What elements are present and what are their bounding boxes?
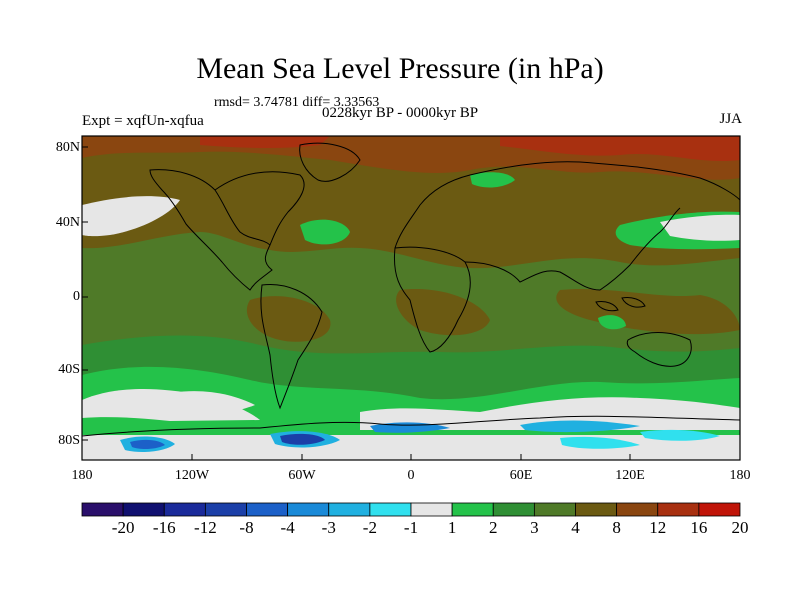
colorbar-swatch xyxy=(163,502,206,517)
stats-text: rmsd= 3.74781 diff= 3.33563 xyxy=(214,95,380,110)
colorbar-swatch xyxy=(369,502,412,517)
colorbar-swatch xyxy=(657,502,700,517)
field-south-white-2 xyxy=(360,397,740,430)
field-south-cyan-2 xyxy=(520,420,640,433)
coast-asia-south xyxy=(464,207,681,291)
y-tick-label: 0 xyxy=(73,289,80,304)
experiment-label: Expt = xqfUn-xqfua xyxy=(82,113,204,129)
colorbar-swatch xyxy=(698,502,741,517)
colorbar-label: 2 xyxy=(489,518,498,537)
period-text: 0228kyr BP - 0000kyr BP xyxy=(322,105,479,121)
coast-africa xyxy=(393,246,471,353)
field-arctic-green xyxy=(470,172,515,188)
colorbar-label: 1 xyxy=(447,518,457,537)
field-ross-blue xyxy=(130,439,165,450)
field-nw-pacific-white xyxy=(660,214,740,241)
colorbar-label: 12 xyxy=(649,518,667,537)
colorbar-label: -8 xyxy=(239,518,254,537)
x-tick-label: 0 xyxy=(407,468,415,483)
y-tick-label: 40S xyxy=(58,362,80,377)
field-south-cyan-4 xyxy=(560,436,640,449)
colorbar-label: 8 xyxy=(612,518,621,537)
field-spac-white xyxy=(150,391,255,416)
coast-canada-east xyxy=(214,171,305,246)
x-tick-label: 180 xyxy=(729,468,751,483)
axis-ticks xyxy=(81,146,741,460)
y-tick-label: 80S xyxy=(58,433,80,448)
field-natl-green xyxy=(300,219,350,245)
field-greenland-red xyxy=(200,136,330,149)
x-tick-label: 180 xyxy=(71,468,93,483)
coastlines xyxy=(82,142,740,437)
x-tick-label: 120W xyxy=(174,468,210,483)
colorbar-label: -3 xyxy=(321,518,336,537)
colorbar-label: 20 xyxy=(731,518,749,537)
colorbar-label: -16 xyxy=(152,518,176,537)
coast-indonesia-1 xyxy=(595,301,619,312)
coast-south-america xyxy=(260,283,323,410)
x-tick-label: 60W xyxy=(288,468,316,483)
colorbar-swatch xyxy=(616,502,659,517)
colorbar-swatch xyxy=(287,502,330,517)
coast-north-america xyxy=(149,169,273,291)
colorbar-swatch xyxy=(410,502,453,517)
chart-title: Mean Sea Level Pressure (in hPa) xyxy=(196,52,604,85)
coast-indonesia-2 xyxy=(621,297,646,308)
y-tick-label: 80N xyxy=(55,140,80,155)
colorbar-swatch xyxy=(204,502,247,517)
colorbar-swatch xyxy=(533,502,576,517)
coast-australia xyxy=(626,332,692,367)
colorbar-swatch xyxy=(451,502,494,517)
colorbar-swatch xyxy=(328,502,371,517)
colorbar-swatch xyxy=(81,502,124,517)
field-tropic-brown-1 xyxy=(246,296,331,342)
field-indo-green xyxy=(598,315,626,330)
coast-antarctica xyxy=(82,415,740,437)
colorbar-swatch xyxy=(122,502,165,517)
pressure-field xyxy=(82,136,740,460)
coast-eurasia-north xyxy=(394,161,740,249)
field-weddell-blue xyxy=(280,433,325,445)
field-arctic-red xyxy=(500,136,740,162)
colorbar-swatch xyxy=(246,502,289,517)
colorbar xyxy=(81,502,741,517)
coast-greenland xyxy=(299,142,361,182)
x-tick-label: 120E xyxy=(615,468,645,483)
colorbar-swatch xyxy=(492,502,535,517)
colorbar-label: 4 xyxy=(571,518,580,537)
field-south-cyan-3 xyxy=(640,429,720,441)
field-tropic-brown-2 xyxy=(396,289,490,336)
colorbar-label: -2 xyxy=(362,518,377,537)
season-label: JJA xyxy=(719,111,742,127)
colorbar-label: 3 xyxy=(530,518,539,537)
colorbar-label: -4 xyxy=(280,518,295,537)
colorbar-label: -12 xyxy=(194,518,217,537)
colorbar-label: -1 xyxy=(403,518,419,537)
colorbar-label: -20 xyxy=(111,518,135,537)
colorbar-label: 16 xyxy=(690,518,708,537)
colorbar-swatch xyxy=(575,502,618,517)
y-tick-label: 40N xyxy=(55,215,80,230)
x-tick-label: 60E xyxy=(509,468,533,483)
field-npac-white xyxy=(82,196,180,237)
